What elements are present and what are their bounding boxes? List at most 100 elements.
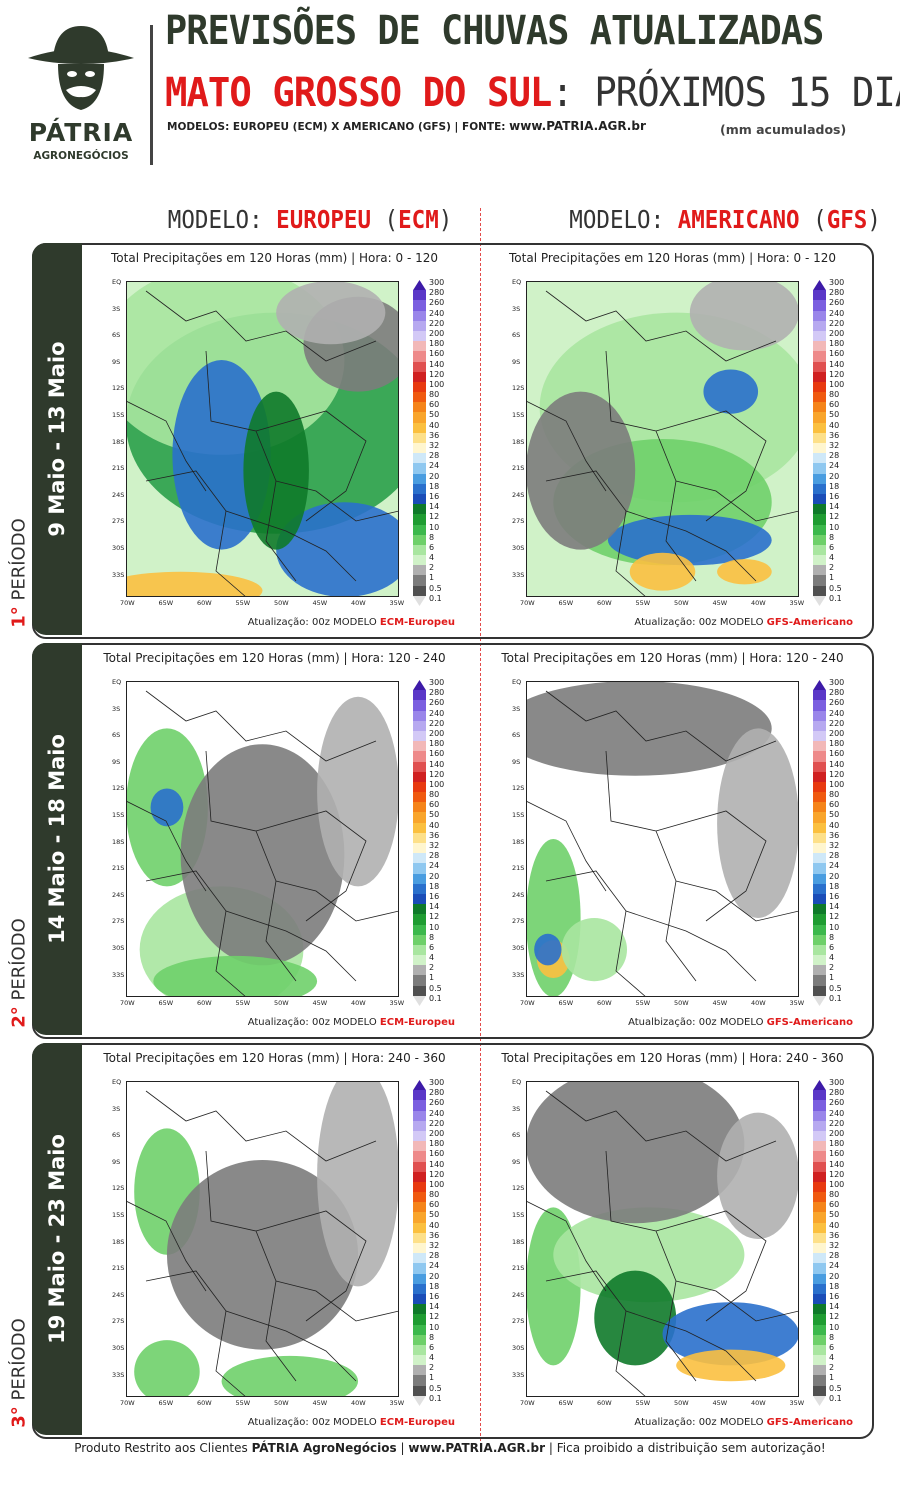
color-scale-step	[413, 504, 426, 515]
color-scale-label: 10	[829, 522, 840, 532]
color-scale-label: 0.1	[429, 593, 442, 603]
color-scale-step	[413, 544, 426, 556]
color-scale-label: 12	[829, 1312, 840, 1322]
border-line	[545, 690, 777, 762]
color-scale-step	[813, 934, 826, 945]
color-scale-step	[413, 944, 426, 956]
rain-area	[561, 918, 628, 982]
color-scale-step	[413, 1385, 426, 1396]
color-scale-label: 220	[429, 1118, 445, 1128]
latitude-label: 18S	[512, 837, 525, 846]
latitude-label: 6S	[512, 331, 521, 340]
color-scale-label: 300	[829, 678, 845, 687]
color-scale-step	[413, 534, 426, 545]
longitude-label: 65W	[158, 999, 174, 1007]
color-scale-label: 100	[829, 779, 845, 789]
period-label-text: 3° PERÍODO	[9, 1318, 30, 1428]
rain-area	[717, 559, 772, 585]
ecm-map-panel: Total Precipitações em 120 Horas (mm) | …	[82, 1045, 467, 1428]
color-scale-label: 32	[829, 841, 840, 850]
color-scale-label: 36	[829, 430, 840, 440]
color-scale-step	[413, 781, 426, 793]
color-scale-label: 260	[829, 698, 845, 708]
color-scale-step	[813, 585, 826, 596]
map-title: Total Precipitações em 120 Horas (mm) | …	[103, 1051, 446, 1065]
color-scale-step	[413, 883, 426, 894]
color-scale-label: 14	[429, 502, 440, 512]
latitude-label: 15S	[112, 1211, 125, 1219]
color-scale-label: 80	[829, 790, 840, 800]
ecm-map-panel: Total Precipitações em 120 Horas (mm) | …	[82, 645, 467, 1028]
color-scale-step	[813, 595, 826, 606]
color-scale-label: 160	[429, 1149, 445, 1159]
model-name: EUROPEU	[276, 205, 372, 234]
rain-area	[243, 391, 309, 550]
latitude-label: 15S	[112, 411, 125, 419]
color-scale-step	[413, 300, 426, 311]
color-scale-label: 16	[829, 891, 840, 901]
footer-brand: PÁTRIA AgroNegócios	[251, 1441, 397, 1455]
latitude-label: 6S	[112, 1131, 121, 1140]
longitude-label: 40W	[351, 599, 366, 607]
color-scale-step	[813, 320, 826, 331]
latitude-label: 24S	[512, 890, 525, 899]
color-scale-label: 140	[829, 359, 845, 369]
longitude-label: 55W	[235, 999, 251, 1007]
border-line	[605, 350, 697, 582]
paren: )	[867, 205, 881, 234]
color-scale-step	[813, 1110, 826, 1121]
color-scale-step	[813, 575, 826, 586]
update-text: Atualização: 00z MODELO	[247, 1017, 380, 1028]
color-scale-step	[813, 555, 826, 566]
color-scale-label: 4	[429, 1353, 435, 1363]
latitude-label: 15S	[512, 1211, 525, 1219]
color-scale-step	[413, 422, 426, 433]
color-scale-label: 300	[829, 1078, 845, 1087]
rain-area	[126, 571, 263, 597]
color-scale-label: 4	[829, 953, 835, 963]
color-scale-step	[413, 914, 426, 925]
border-line	[275, 880, 399, 922]
color-scale-step	[813, 832, 826, 843]
color-scale-step	[413, 863, 426, 874]
color-scale-label: 24	[429, 1261, 440, 1271]
border-line	[225, 510, 357, 582]
color-scale-step	[413, 1263, 426, 1274]
latitude-label: 12S	[112, 784, 125, 793]
color-scale-step	[813, 504, 826, 515]
color-scale-label: 0.5	[829, 1383, 842, 1393]
color-scale-step	[813, 463, 826, 474]
color-scale-label: 18	[829, 881, 840, 891]
latitude-label: 3S	[512, 704, 521, 713]
color-scale-label: 60	[829, 1200, 840, 1210]
update-model: ECM-Europeu	[379, 617, 455, 628]
color-scale-label: 140	[429, 359, 445, 369]
color-scale-label: 160	[829, 749, 845, 759]
color-scale-label: 0.1	[829, 593, 842, 603]
color-scale-label: 220	[829, 718, 845, 728]
color-scale-step	[413, 473, 426, 484]
rain-area	[607, 514, 772, 566]
period-date-band: 14 Maio - 18 Maio	[32, 643, 82, 1035]
border-line	[126, 800, 207, 892]
color-scale-step	[813, 1263, 826, 1274]
border-line	[126, 400, 207, 492]
color-scale-label: 80	[429, 390, 440, 400]
longitude-label: 60W	[197, 1399, 212, 1407]
color-scale-step	[813, 1161, 826, 1172]
border-line	[275, 1280, 399, 1322]
latitude-label: 18S	[512, 437, 525, 446]
color-scale-step	[813, 853, 826, 864]
color-scale-label: 100	[429, 1179, 445, 1189]
footer-site-link[interactable]: www.PATRIA.AGR.br	[408, 1441, 546, 1455]
color-scale-step	[413, 595, 426, 606]
color-scale-step	[813, 761, 826, 772]
rain-area	[221, 1355, 359, 1397]
source-site-link[interactable]: www.PATRIA.AGR.br	[509, 119, 646, 133]
color-scale-label: 80	[429, 790, 440, 800]
longitude-label: 50W	[674, 599, 689, 607]
rain-area	[172, 360, 271, 550]
color-scale-label: 260	[429, 698, 445, 708]
color-scale-label: 60	[829, 400, 840, 410]
period-label-text: 2° PERÍODO	[9, 918, 30, 1028]
